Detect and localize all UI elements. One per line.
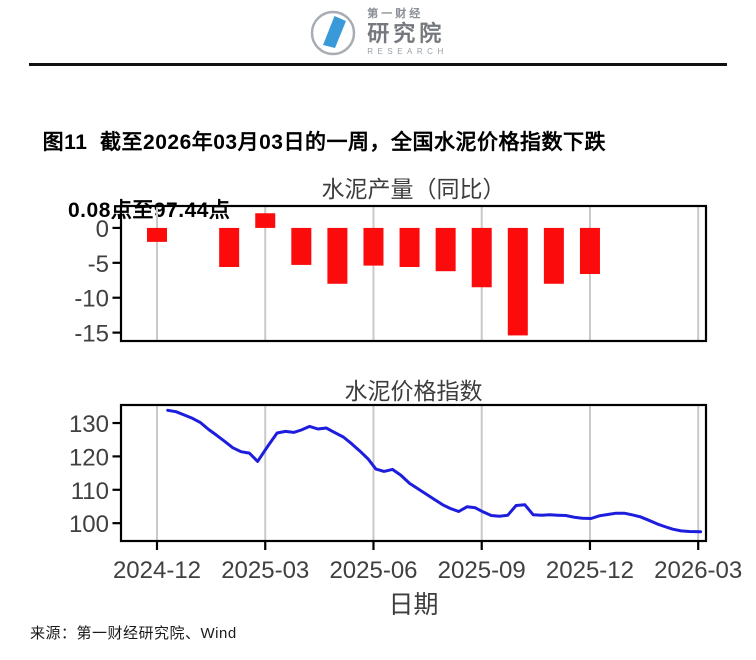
bar-2025-02 bbox=[219, 227, 240, 268]
line-chart-frame bbox=[119, 403, 708, 543]
bar-2025-10 bbox=[507, 227, 528, 336]
source-note: 来源：第一财经研究院、Wind bbox=[30, 625, 237, 642]
line-chart-ytick-label: 110 bbox=[71, 478, 109, 505]
logo-brand-en: RESEARCH bbox=[367, 46, 448, 56]
xtick-label: 2025-06 bbox=[329, 557, 417, 584]
header-divider bbox=[29, 63, 727, 66]
bar-2024-12 bbox=[147, 227, 167, 242]
bar-chart-frame bbox=[119, 204, 708, 343]
line-chart-ytick-label: 130 bbox=[69, 411, 109, 438]
xtick-label: 2025-03 bbox=[221, 557, 309, 584]
header: 第一财经 研究院 RESEARCH bbox=[0, 4, 756, 60]
bar-2025-12 bbox=[579, 227, 600, 274]
figure-title: 图11 截至2026年03月03日的一周，全国水泥价格指数下跌 0.08点至97… bbox=[30, 92, 730, 262]
figure-title-line1: 图11 截至2026年03月03日的一周，全国水泥价格指数下跌 bbox=[42, 131, 606, 155]
x-axis-label: 日期 bbox=[388, 591, 439, 619]
xtick-label: 2025-09 bbox=[438, 557, 526, 584]
bar-2025-06 bbox=[363, 227, 384, 266]
bar-chart-ytick-label: -5 bbox=[88, 251, 109, 278]
logo-circle-icon bbox=[311, 10, 356, 56]
xtick-label: 2024-12 bbox=[113, 557, 201, 584]
bar-2025-05 bbox=[327, 227, 348, 284]
bar-2025-04 bbox=[291, 227, 312, 265]
bar-2025-11 bbox=[543, 227, 564, 284]
bar-2025-08 bbox=[435, 227, 456, 272]
logo-flag-icon bbox=[323, 16, 347, 48]
line-chart-ytick-label: 100 bbox=[69, 511, 109, 538]
logo-brand-cn-small: 第一财经 bbox=[367, 7, 424, 20]
bar-chart-ytick-label: 0 bbox=[96, 216, 109, 243]
bar-2025-07 bbox=[399, 227, 420, 268]
figure-title-line2: 0.08点至97.44点 bbox=[68, 199, 231, 223]
bar-2025-09 bbox=[471, 227, 492, 288]
bar-chart-ytick-label: -15 bbox=[74, 321, 109, 348]
logo-icon bbox=[311, 10, 356, 56]
logo-text: 第一财经 研究院 RESEARCH bbox=[367, 7, 448, 56]
bar-chart-title: 水泥产量（同比） bbox=[321, 176, 506, 202]
bar-chart-ytick-label: -10 bbox=[74, 286, 109, 313]
logo-brand-cn-large: 研究院 bbox=[367, 20, 446, 46]
bar-2025-03 bbox=[255, 213, 276, 228]
line-chart-ytick-label: 120 bbox=[69, 444, 109, 471]
xtick-label: 2025-12 bbox=[546, 557, 634, 584]
line-chart-title: 水泥价格指数 bbox=[344, 378, 483, 404]
price-line bbox=[166, 408, 703, 534]
xtick-label: 2026-03 bbox=[654, 557, 742, 584]
